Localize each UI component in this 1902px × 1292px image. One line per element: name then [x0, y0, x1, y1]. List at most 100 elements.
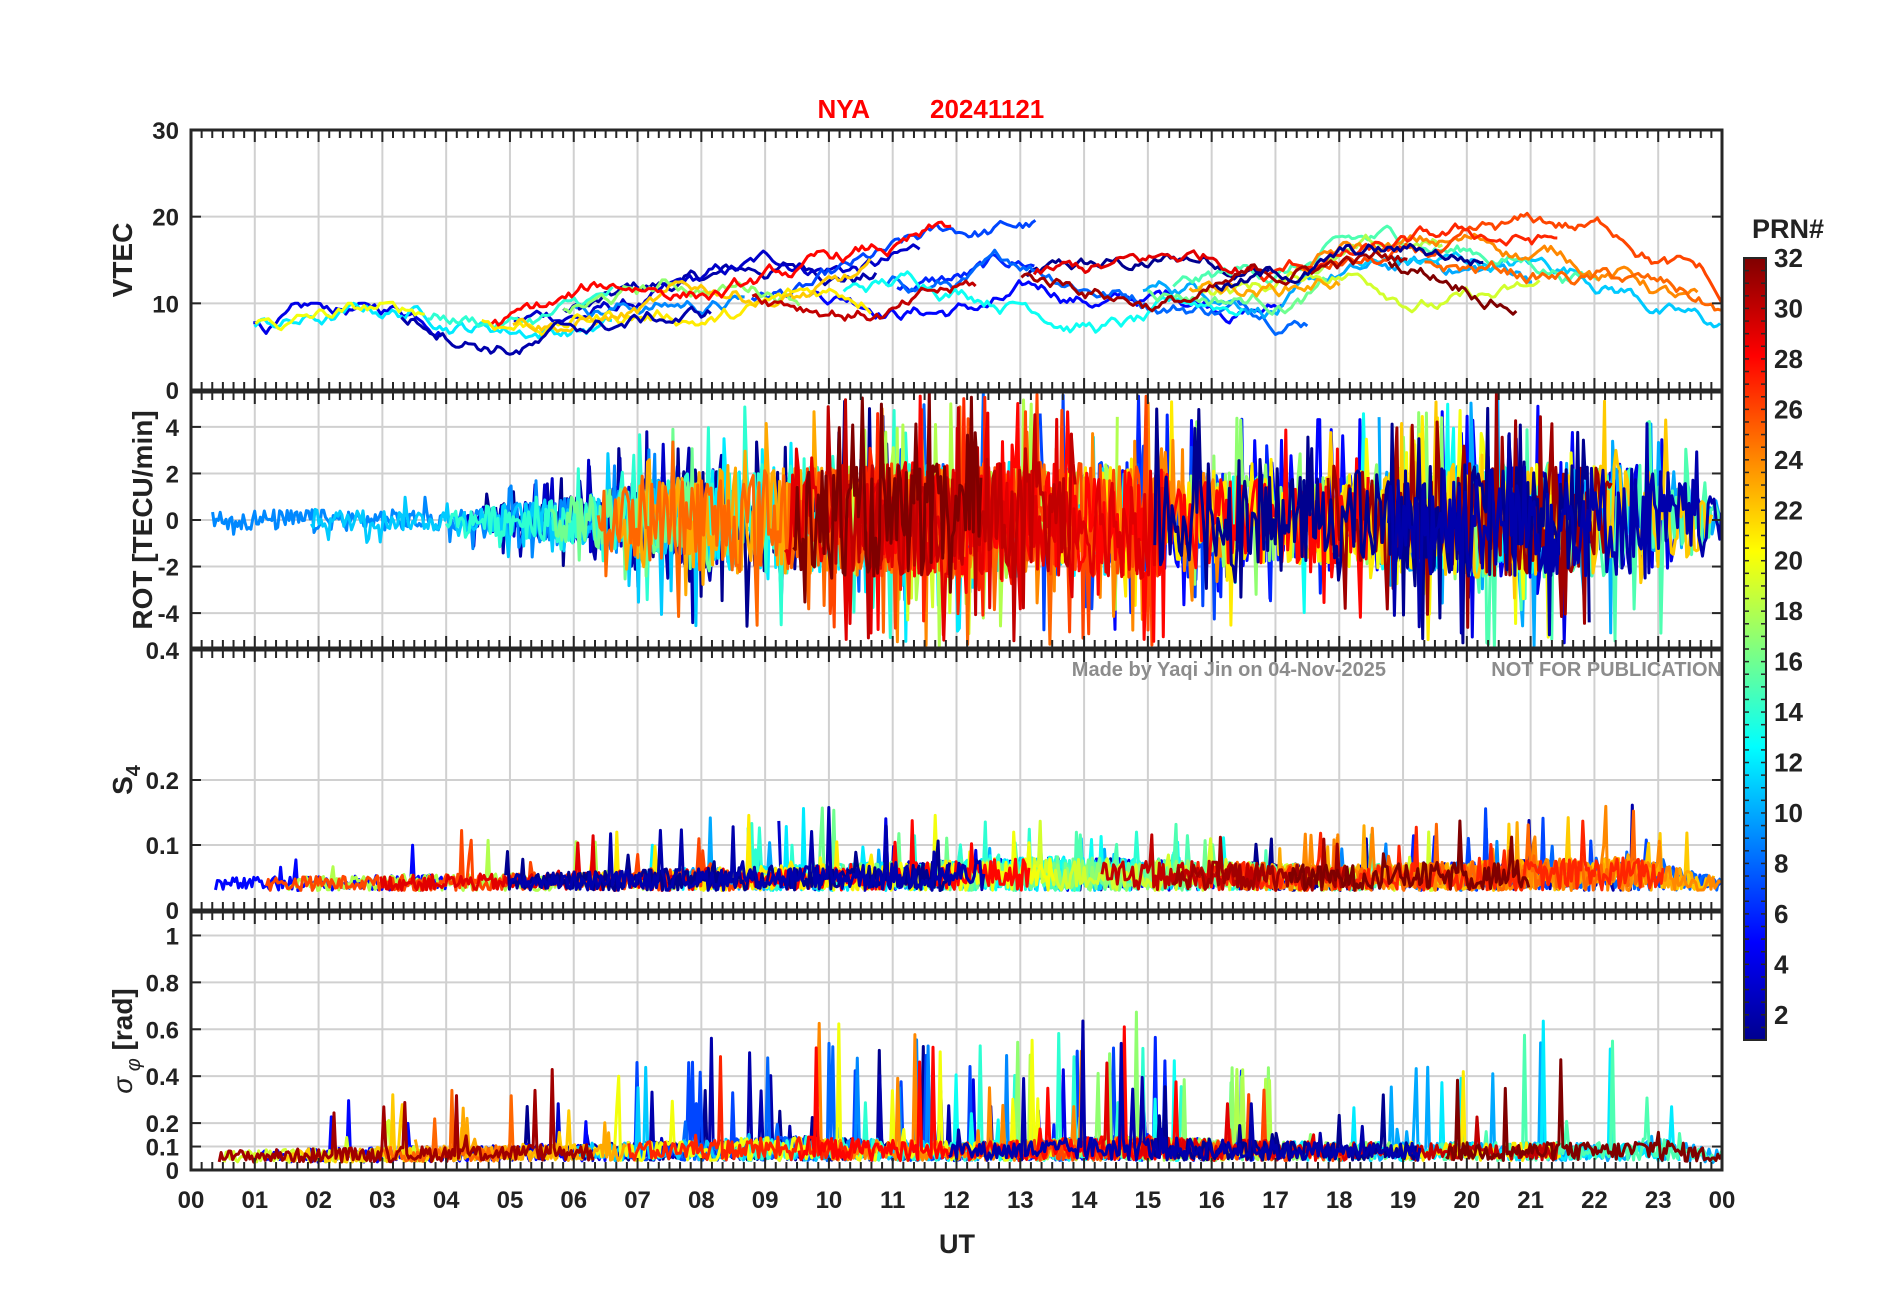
trace-vtec [1291, 232, 1699, 299]
watermark-notice: NOT FOR PUBLICATION [1491, 659, 1722, 681]
y-tick-label: 0 [166, 898, 179, 925]
x-tick-label: 17 [1262, 1187, 1289, 1214]
trace-sigma_phi [1437, 1033, 1722, 1163]
trace-vtec [400, 305, 712, 356]
panel-s4: 0 0.1 0.2 0.4 S4 [107, 638, 1724, 925]
x-tick-label: 00 [178, 1187, 205, 1214]
colorbar-tick-label: 10 [1774, 798, 1803, 828]
trace-rot [1153, 406, 1591, 645]
y-tick-label: 0.2 [146, 1111, 179, 1138]
x-tick-label: 18 [1326, 1187, 1353, 1214]
x-tick-label: 14 [1071, 1187, 1098, 1214]
colorbar-tick-label: 32 [1774, 243, 1803, 273]
y-tick-label: -4 [158, 601, 180, 628]
x-tick-label: 22 [1581, 1187, 1608, 1214]
y-tick-label: 0 [166, 378, 179, 405]
x-tick-label: 00 [1709, 1187, 1736, 1214]
y-axis-label-rot: ROT [TECU/min] [127, 410, 158, 629]
x-tick-label: 09 [752, 1187, 779, 1214]
trace-vtec [1424, 260, 1722, 312]
colorbar-tick-label: 26 [1774, 394, 1803, 424]
x-tick-label: 20 [1453, 1187, 1480, 1214]
colorbar-tick-label: 24 [1774, 445, 1803, 475]
trace-vtec [1032, 249, 1259, 276]
trace-vtec [512, 258, 872, 333]
trace-vtec [1188, 278, 1341, 298]
trace-vtec [1197, 270, 1541, 314]
x-tick-label: 19 [1390, 1187, 1417, 1214]
trace-vtec [1355, 250, 1722, 329]
trace-vtec [1025, 252, 1271, 281]
y-tick-label: 10 [152, 291, 179, 318]
y-axis-label-vtec: VTEC [107, 223, 138, 298]
y-tick-label: 4 [166, 415, 180, 442]
trace-vtec [1319, 211, 1722, 304]
trace-vtec [254, 300, 425, 332]
x-tick-label: 13 [1007, 1187, 1034, 1214]
trace-vtec [750, 219, 1037, 302]
x-tick-labels: 00 01 02 03 04 05 06 07 08 09 10 11 12 13 14 15 16 17 18 19… [178, 1187, 1736, 1214]
trace-sigma_phi [217, 1068, 595, 1164]
y-tick-label: 0.4 [146, 638, 180, 665]
y-axis-label-s4: S4 [107, 764, 145, 795]
trace-vtec [562, 261, 878, 313]
colorbar-tick-label: 22 [1774, 495, 1803, 525]
trace-vtec [751, 279, 977, 322]
y-tick-label: 0.6 [146, 1017, 179, 1044]
trace-vtec [1259, 222, 1558, 283]
y-axis-label-sigma_phi: σ φ [rad] [107, 988, 145, 1094]
trace-vtec [253, 301, 613, 340]
x-tick-label: 02 [305, 1187, 332, 1214]
trace-s4 [1288, 819, 1531, 892]
colorbar-tick-label: 30 [1774, 293, 1803, 323]
colorbar-label: PRN# [1752, 214, 1824, 244]
trace-rot [1387, 422, 1722, 637]
x-tick-label: 21 [1517, 1187, 1544, 1214]
chart-title-station: NYA [817, 94, 870, 124]
colorbar-tick-label: 20 [1774, 546, 1803, 576]
y-tick-label: 0.1 [146, 1135, 179, 1162]
x-tick-label: 04 [433, 1187, 460, 1214]
colorbar-tick-label: 16 [1774, 647, 1803, 677]
y-tick-label: 0 [166, 1158, 179, 1185]
x-tick-label: 16 [1198, 1187, 1225, 1214]
trace-vtec [481, 287, 872, 337]
x-tick-label: 07 [624, 1187, 651, 1214]
trace-vtec [490, 220, 952, 327]
trace-s4 [507, 806, 986, 892]
panel-sigma_phi: 00.10.2 0.4 0.6 0.8 1 σ φ [rad] [107, 910, 1724, 1185]
colorbar-tick-label: 4 [1774, 949, 1789, 979]
y-tick-label: -2 [158, 555, 179, 582]
y-tick-label: 0.2 [146, 768, 179, 795]
y-tick-label: 0 [166, 508, 179, 535]
trace-sigma_phi [1445, 1058, 1722, 1163]
colorbar-tick-label: 28 [1774, 344, 1803, 374]
trace-s4 [1171, 835, 1356, 892]
colorbar-tick-label: 2 [1774, 1000, 1788, 1030]
y-tick-label: 20 [152, 205, 179, 232]
trace-rot [792, 392, 983, 604]
x-tick-label: 15 [1135, 1187, 1162, 1214]
trace-vtec [842, 270, 1244, 334]
y-tick-label: 0.4 [146, 1064, 180, 1091]
x-tick-label: 11 [880, 1187, 905, 1214]
x-axis-label: UT [939, 1229, 975, 1259]
y-tick-label: 2 [166, 461, 179, 488]
x-tick-label: 05 [497, 1187, 524, 1214]
watermark-author: Made by Yaqi Jin on 04-Nov-2025 [1072, 659, 1386, 681]
x-tick-label: 06 [560, 1187, 587, 1214]
panel-rot: -4 -2 0 2 4 ROT [TECU/min] [127, 390, 1724, 650]
x-tick-label: 23 [1645, 1187, 1672, 1214]
x-tick-label: 12 [943, 1187, 970, 1214]
trace-sigma_phi [1408, 1115, 1559, 1162]
colorbar-tick-label: 6 [1774, 899, 1788, 929]
trace-sigma_phi [948, 1019, 1422, 1162]
colorbar-tick-label: 14 [1774, 697, 1803, 727]
colorbar-tick-label: 18 [1774, 596, 1803, 626]
y-tick-label: 0.1 [146, 833, 179, 860]
x-tick-label: 08 [688, 1187, 715, 1214]
trace-vtec [1214, 242, 1484, 292]
colorbar-tick-label: 12 [1774, 748, 1803, 778]
trace-vtec [253, 301, 443, 338]
